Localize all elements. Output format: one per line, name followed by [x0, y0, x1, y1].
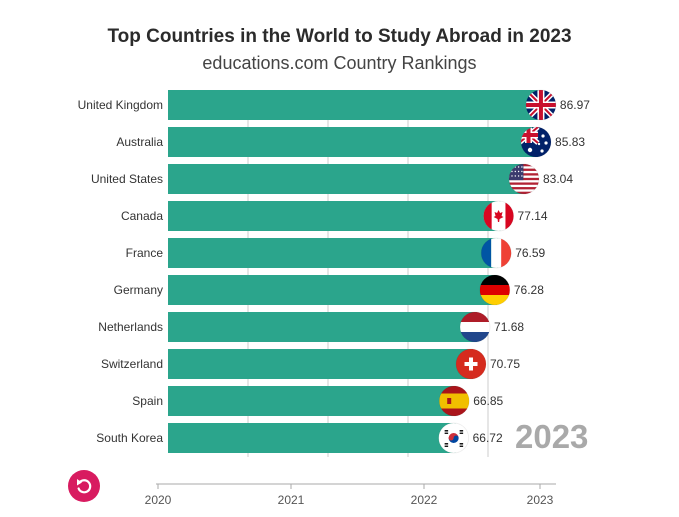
flag-germany-icon: [479, 274, 511, 306]
x-tick-label: 2021: [278, 493, 305, 507]
value-label: 76.28: [514, 283, 544, 297]
flag-usa-icon: [508, 163, 540, 195]
value-label: 86.97: [560, 98, 590, 112]
bar: [168, 127, 539, 157]
flag-netherlands-icon: [459, 311, 491, 343]
replay-button[interactable]: [68, 470, 100, 502]
category-label: France: [126, 246, 164, 260]
bar: [168, 201, 501, 231]
current-year-label: 2023: [515, 418, 589, 455]
flag-canada-icon: [483, 200, 514, 232]
category-label: South Korea: [96, 431, 163, 445]
value-label: 77.14: [518, 209, 548, 223]
flag-switzerland-icon: [455, 348, 487, 380]
category-label: Spain: [132, 394, 163, 408]
bar: [168, 386, 457, 416]
category-label: Switzerland: [101, 357, 163, 371]
bar: [168, 423, 456, 453]
value-label: 85.83: [555, 135, 585, 149]
flag-south-korea-icon: [438, 422, 470, 454]
value-label: 70.75: [490, 357, 520, 371]
value-label: 76.59: [515, 246, 545, 260]
bar: [168, 90, 543, 120]
bar: [168, 275, 497, 305]
chart-subtitle: educations.com Country Rankings: [202, 53, 477, 73]
x-tick-label: 2023: [527, 493, 554, 507]
value-label: 83.04: [543, 172, 573, 186]
category-label: Canada: [121, 209, 163, 223]
category-label: United Kingdom: [78, 98, 163, 112]
bar: [168, 349, 474, 379]
bar: [168, 312, 478, 342]
chart-title: Top Countries in the World to Study Abro…: [107, 26, 572, 47]
flag-australia-icon: [520, 126, 552, 158]
flag-uk-icon: [525, 89, 557, 121]
x-tick-label: 2022: [411, 493, 438, 507]
value-label: 71.68: [494, 320, 524, 334]
value-label: 66.85: [473, 394, 503, 408]
replay-icon: [77, 479, 92, 494]
flag-france-icon: [480, 237, 512, 269]
x-tick-label: 2020: [145, 493, 172, 507]
bar: [168, 164, 526, 194]
value-label: 66.72: [473, 431, 503, 445]
category-label: Australia: [116, 135, 163, 149]
category-label: Netherlands: [98, 320, 163, 334]
flag-spain-icon: [438, 385, 470, 417]
category-label: United States: [91, 172, 163, 186]
category-label: Germany: [114, 283, 163, 297]
bar: [168, 238, 499, 268]
